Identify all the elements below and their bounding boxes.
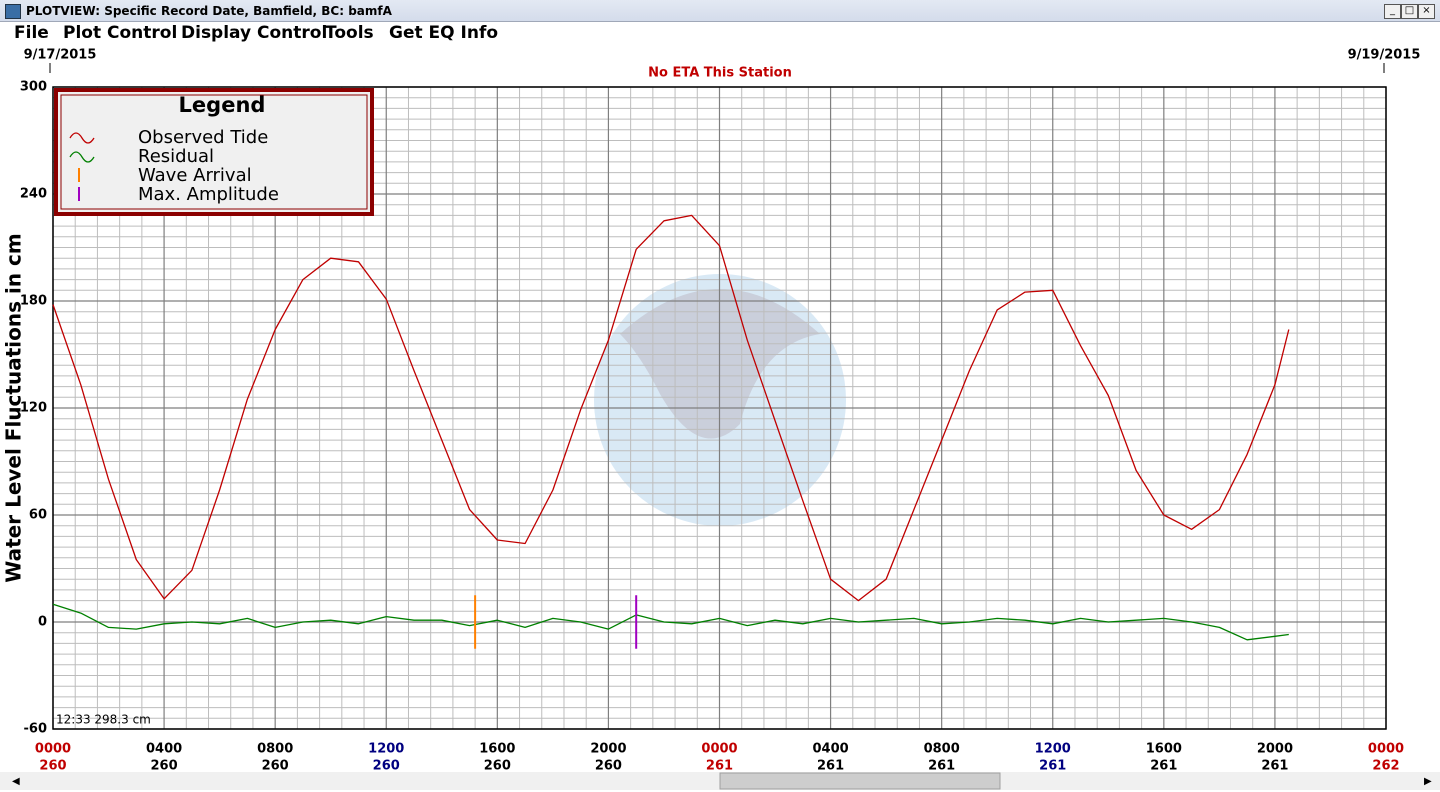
x-tick-day: 261	[1150, 759, 1177, 774]
minimize-button[interactable]: _	[1384, 4, 1401, 19]
legend-inner	[60, 94, 368, 210]
legend-symbol	[69, 132, 95, 144]
x-tick-day: 262	[1372, 759, 1399, 774]
end-date: 9/19/2015	[1348, 48, 1421, 63]
legend-label: Observed Tide	[138, 127, 268, 148]
x-tick-day: 261	[1261, 759, 1288, 774]
x-tick-label: 1600	[479, 742, 515, 757]
y-tick-label: 300	[20, 80, 47, 95]
legend-label: Residual	[138, 146, 214, 167]
y-tick-label: 120	[20, 401, 47, 416]
y-tick-label: 60	[29, 508, 47, 523]
scroll-left[interactable]: ◀	[12, 776, 20, 787]
window-title: PLOTVIEW: Specific Record Date, Bamfield…	[26, 4, 392, 18]
x-tick-label: 0000	[35, 742, 71, 757]
x-tick-label: 1200	[1035, 742, 1071, 757]
menu-bar: File Plot Control Display Control Tools …	[0, 22, 1440, 44]
scrollbar-thumb[interactable]	[719, 772, 1001, 790]
y-tick-label: -60	[24, 722, 48, 737]
x-tick-label: 2000	[1257, 742, 1293, 757]
x-tick-day: 260	[373, 759, 400, 774]
x-tick-day: 260	[39, 759, 66, 774]
x-tick-day: 260	[595, 759, 622, 774]
x-tick-label: 2000	[590, 742, 626, 757]
menu-item[interactable]: Get EQ Info	[389, 23, 499, 43]
x-tick-day: 261	[817, 759, 844, 774]
x-tick-label: 0400	[812, 742, 848, 757]
scroll-right[interactable]: ▶	[1424, 776, 1432, 787]
x-tick-day: 260	[262, 759, 289, 774]
legend-box	[54, 88, 374, 216]
legend-symbol	[69, 151, 95, 163]
x-tick-label: 1600	[1146, 742, 1182, 757]
start-date: 9/17/2015	[24, 48, 97, 63]
legend-label: Max. Amplitude	[138, 184, 279, 205]
y-tick-label: 240	[20, 187, 47, 202]
close-button[interactable]: ×	[1418, 4, 1435, 19]
x-tick-label: 0000	[1368, 742, 1404, 757]
menu-item[interactable]: Display Control	[181, 23, 328, 43]
menu-item[interactable]: Tools	[325, 23, 374, 43]
x-tick-label: 0800	[924, 742, 960, 757]
menu-item[interactable]: Plot Control	[63, 23, 178, 43]
plot-border	[52, 86, 1387, 730]
menu-item[interactable]: File	[14, 23, 49, 43]
y-axis-label: Water Level Fluctuations in cm	[2, 233, 26, 582]
chart: 9/17/2015 9/19/2015 No ETA This Station …	[0, 44, 1440, 792]
x-tick-day: 261	[928, 759, 955, 774]
y-tick-label: 180	[20, 294, 47, 309]
subtitle: No ETA This Station	[648, 66, 792, 81]
title-bar: PLOTVIEW: Specific Record Date, Bamfield…	[0, 0, 1440, 22]
cursor-readout: 12:33 298.3 cm	[56, 713, 151, 727]
legend-label: Wave Arrival	[138, 165, 252, 186]
plot-area	[52, 86, 1387, 730]
x-tick-day: 260	[151, 759, 178, 774]
x-tick-label: 0000	[701, 742, 737, 757]
x-tick-label: 1200	[368, 742, 404, 757]
data-line	[52, 214, 1290, 602]
x-tick-label: 0800	[257, 742, 293, 757]
app-icon	[5, 4, 21, 19]
maximize-button[interactable]: □	[1401, 4, 1418, 19]
legend-title: Legend	[179, 93, 266, 117]
x-tick-day: 261	[706, 759, 733, 774]
x-tick-day: 261	[1039, 759, 1066, 774]
x-tick-label: 0400	[146, 742, 182, 757]
x-tick-day: 260	[484, 759, 511, 774]
y-tick-label: 0	[38, 615, 47, 630]
data-line	[52, 603, 1289, 641]
